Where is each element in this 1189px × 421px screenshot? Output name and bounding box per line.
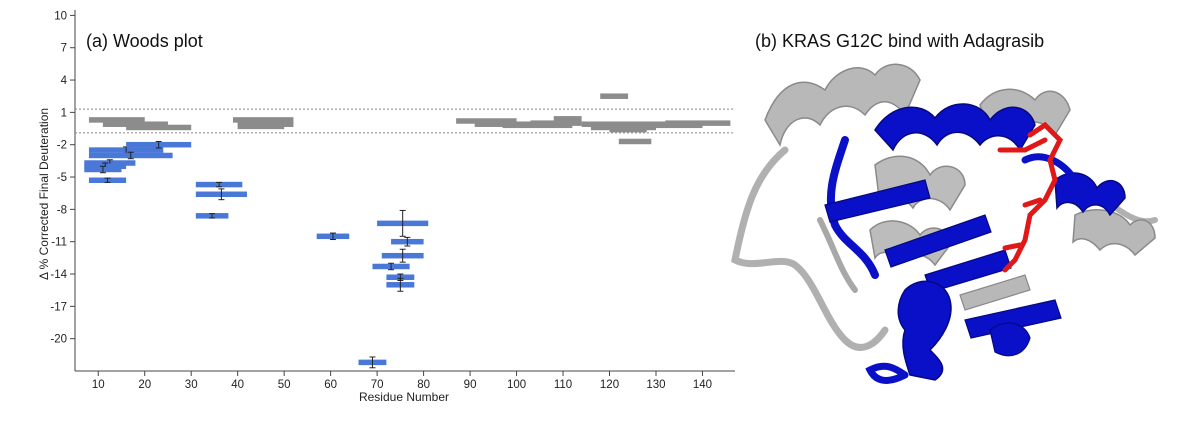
peptide-bar xyxy=(553,116,582,122)
x-tick-label: 70 xyxy=(371,379,384,391)
peptide-bar xyxy=(609,126,647,133)
x-tick-label: 50 xyxy=(278,379,291,391)
x-tick-label: 140 xyxy=(693,379,712,391)
y-tick-label: -17 xyxy=(50,301,67,313)
peptide-bar xyxy=(456,118,517,124)
y-tick-label: -5 xyxy=(57,172,67,184)
x-tick-label: 120 xyxy=(600,379,619,391)
blue-strand xyxy=(964,299,1062,339)
protected-peptides xyxy=(84,140,429,369)
x-tick-label: 130 xyxy=(646,379,665,391)
kras-structure-image: (b) KRAS G12C bind with Adagrasib xyxy=(731,31,1158,384)
woods-plot-chart: (a) Woods plot 10741-2-5-8-11-14-17-2010… xyxy=(37,10,735,404)
blue-helix xyxy=(897,280,952,381)
x-axis-label: Residue Number xyxy=(359,390,449,404)
blue-helix xyxy=(989,322,1031,357)
peptide-bar xyxy=(618,138,652,145)
blue-strand xyxy=(884,214,992,268)
blue-loop xyxy=(826,136,879,279)
significance-threshold-lines xyxy=(75,108,735,134)
blue-loop xyxy=(1021,153,1079,184)
x-tick-label: 60 xyxy=(324,379,337,391)
protein-cartoon xyxy=(731,63,1158,384)
gray-loop xyxy=(817,217,858,293)
peptide-bar xyxy=(102,121,168,127)
y-tick-label: -2 xyxy=(57,140,67,152)
peptide-bar xyxy=(600,93,629,99)
peptide-bar xyxy=(530,120,582,126)
peptide-bar xyxy=(237,123,285,130)
x-tick-label: 80 xyxy=(417,379,430,391)
peptide-bar xyxy=(637,122,703,129)
blue-loop xyxy=(865,362,909,384)
x-tick-label: 110 xyxy=(554,379,572,391)
y-tick-label: 7 xyxy=(61,43,67,55)
x-tick-label: 90 xyxy=(464,379,477,391)
adagrasib-ligand xyxy=(997,121,1064,273)
peptide-bar xyxy=(88,117,145,123)
x-tick-label: 20 xyxy=(138,379,151,391)
y-axis-label: Δ % Corrected Final Deuteration xyxy=(37,108,51,280)
gray-loop xyxy=(731,146,889,351)
x-tick-label: 30 xyxy=(185,379,198,391)
blue-helix xyxy=(1054,172,1126,217)
unchanged-peptides xyxy=(88,93,731,145)
chart-axes: 10 7 4 1 -2 -5 -8 -11 -14 -17 -20 10 20 30 40 50 60 70 80 9… xyxy=(50,10,735,391)
gray-strand xyxy=(959,274,1031,311)
woods-plot-title: (a) Woods plot xyxy=(86,31,203,51)
y-tick-label: -14 xyxy=(50,269,67,281)
peptide-bar xyxy=(233,117,294,123)
x-tick-label: 100 xyxy=(507,379,526,391)
y-tick-label: -8 xyxy=(57,204,67,216)
gray-helix xyxy=(1072,209,1156,257)
y-tick-label: 1 xyxy=(61,107,67,119)
peptide-bar xyxy=(581,121,680,127)
gray-helix xyxy=(764,63,921,148)
y-tick-label: 10 xyxy=(54,10,67,22)
blue-strand xyxy=(824,179,931,223)
y-tick-label: -20 xyxy=(50,334,67,346)
y-tick-label: -11 xyxy=(51,237,67,249)
blue-helix xyxy=(874,103,1036,152)
y-tick-label: 4 xyxy=(61,75,68,87)
structure-title: (b) KRAS G12C bind with Adagrasib xyxy=(755,31,1044,51)
peptide-bar xyxy=(126,124,192,131)
x-tick-label: 40 xyxy=(231,379,244,391)
x-tick-label: 10 xyxy=(92,379,105,391)
